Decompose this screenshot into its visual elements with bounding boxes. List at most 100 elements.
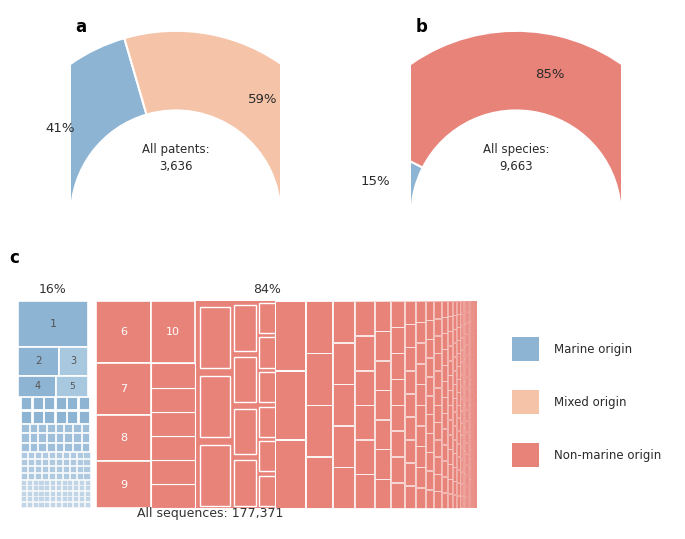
FancyBboxPatch shape <box>35 452 41 458</box>
FancyBboxPatch shape <box>460 411 463 423</box>
FancyBboxPatch shape <box>77 452 83 458</box>
FancyBboxPatch shape <box>30 443 38 451</box>
FancyBboxPatch shape <box>405 462 415 485</box>
FancyBboxPatch shape <box>375 361 390 390</box>
FancyBboxPatch shape <box>58 347 88 376</box>
FancyBboxPatch shape <box>405 486 415 508</box>
Text: 3: 3 <box>70 356 76 367</box>
FancyBboxPatch shape <box>18 301 88 347</box>
FancyBboxPatch shape <box>434 405 440 422</box>
FancyBboxPatch shape <box>96 461 151 508</box>
FancyBboxPatch shape <box>333 467 354 508</box>
FancyBboxPatch shape <box>460 484 463 496</box>
FancyBboxPatch shape <box>47 424 55 432</box>
FancyBboxPatch shape <box>55 433 64 441</box>
FancyBboxPatch shape <box>84 459 90 465</box>
FancyBboxPatch shape <box>416 426 425 446</box>
Text: b: b <box>416 18 427 36</box>
FancyBboxPatch shape <box>42 473 48 479</box>
FancyBboxPatch shape <box>453 412 456 425</box>
FancyBboxPatch shape <box>63 459 68 465</box>
FancyBboxPatch shape <box>47 433 55 441</box>
FancyBboxPatch shape <box>27 491 32 496</box>
FancyBboxPatch shape <box>466 497 468 508</box>
FancyBboxPatch shape <box>405 370 415 393</box>
FancyBboxPatch shape <box>375 331 390 360</box>
FancyBboxPatch shape <box>426 490 434 508</box>
FancyBboxPatch shape <box>67 411 77 423</box>
FancyBboxPatch shape <box>79 480 84 485</box>
FancyBboxPatch shape <box>73 443 81 451</box>
FancyBboxPatch shape <box>21 473 27 479</box>
FancyBboxPatch shape <box>47 443 55 451</box>
FancyBboxPatch shape <box>33 480 38 485</box>
FancyBboxPatch shape <box>73 502 78 507</box>
FancyBboxPatch shape <box>405 324 415 347</box>
FancyBboxPatch shape <box>464 370 465 382</box>
FancyBboxPatch shape <box>512 444 540 467</box>
FancyBboxPatch shape <box>30 424 38 432</box>
FancyBboxPatch shape <box>375 479 390 508</box>
FancyBboxPatch shape <box>55 496 61 501</box>
FancyBboxPatch shape <box>460 423 463 435</box>
FancyBboxPatch shape <box>84 466 90 472</box>
FancyBboxPatch shape <box>55 473 62 479</box>
FancyBboxPatch shape <box>151 484 195 508</box>
FancyBboxPatch shape <box>77 459 83 465</box>
FancyBboxPatch shape <box>275 370 305 439</box>
FancyBboxPatch shape <box>447 434 451 449</box>
FancyBboxPatch shape <box>55 480 61 485</box>
FancyBboxPatch shape <box>356 440 373 474</box>
FancyBboxPatch shape <box>27 502 32 507</box>
FancyBboxPatch shape <box>85 480 90 485</box>
Text: All sequences: 177,371: All sequences: 177,371 <box>137 507 284 521</box>
FancyBboxPatch shape <box>442 461 447 476</box>
FancyBboxPatch shape <box>426 377 434 395</box>
FancyBboxPatch shape <box>512 390 540 414</box>
FancyBboxPatch shape <box>447 361 451 375</box>
FancyBboxPatch shape <box>460 496 463 508</box>
Text: 9: 9 <box>120 480 127 489</box>
FancyBboxPatch shape <box>259 303 277 333</box>
FancyBboxPatch shape <box>466 443 468 454</box>
FancyBboxPatch shape <box>33 411 43 423</box>
FancyBboxPatch shape <box>466 411 468 421</box>
FancyBboxPatch shape <box>35 473 41 479</box>
FancyBboxPatch shape <box>85 496 90 501</box>
Text: 8: 8 <box>120 433 127 443</box>
FancyBboxPatch shape <box>405 440 415 462</box>
FancyBboxPatch shape <box>434 492 440 508</box>
FancyBboxPatch shape <box>63 466 68 472</box>
FancyBboxPatch shape <box>460 362 463 374</box>
FancyBboxPatch shape <box>457 327 460 340</box>
FancyBboxPatch shape <box>356 370 373 405</box>
FancyBboxPatch shape <box>426 358 434 376</box>
FancyBboxPatch shape <box>28 473 34 479</box>
FancyBboxPatch shape <box>38 502 44 507</box>
FancyBboxPatch shape <box>434 474 440 491</box>
FancyBboxPatch shape <box>457 353 460 365</box>
Wedge shape <box>332 132 423 215</box>
FancyBboxPatch shape <box>82 443 89 451</box>
FancyBboxPatch shape <box>67 502 73 507</box>
FancyBboxPatch shape <box>49 459 55 465</box>
FancyBboxPatch shape <box>55 466 62 472</box>
FancyBboxPatch shape <box>464 301 465 313</box>
FancyBboxPatch shape <box>27 496 32 501</box>
FancyBboxPatch shape <box>453 370 456 384</box>
FancyBboxPatch shape <box>50 491 55 496</box>
FancyBboxPatch shape <box>405 393 415 416</box>
FancyBboxPatch shape <box>85 502 90 507</box>
FancyBboxPatch shape <box>426 471 434 489</box>
FancyBboxPatch shape <box>55 491 61 496</box>
FancyBboxPatch shape <box>416 446 425 467</box>
FancyBboxPatch shape <box>426 320 434 338</box>
FancyBboxPatch shape <box>67 397 77 409</box>
FancyBboxPatch shape <box>460 436 463 447</box>
FancyBboxPatch shape <box>77 466 83 472</box>
FancyBboxPatch shape <box>447 390 451 405</box>
FancyBboxPatch shape <box>42 452 48 458</box>
FancyBboxPatch shape <box>460 375 463 386</box>
FancyBboxPatch shape <box>466 432 468 443</box>
FancyBboxPatch shape <box>33 397 43 409</box>
